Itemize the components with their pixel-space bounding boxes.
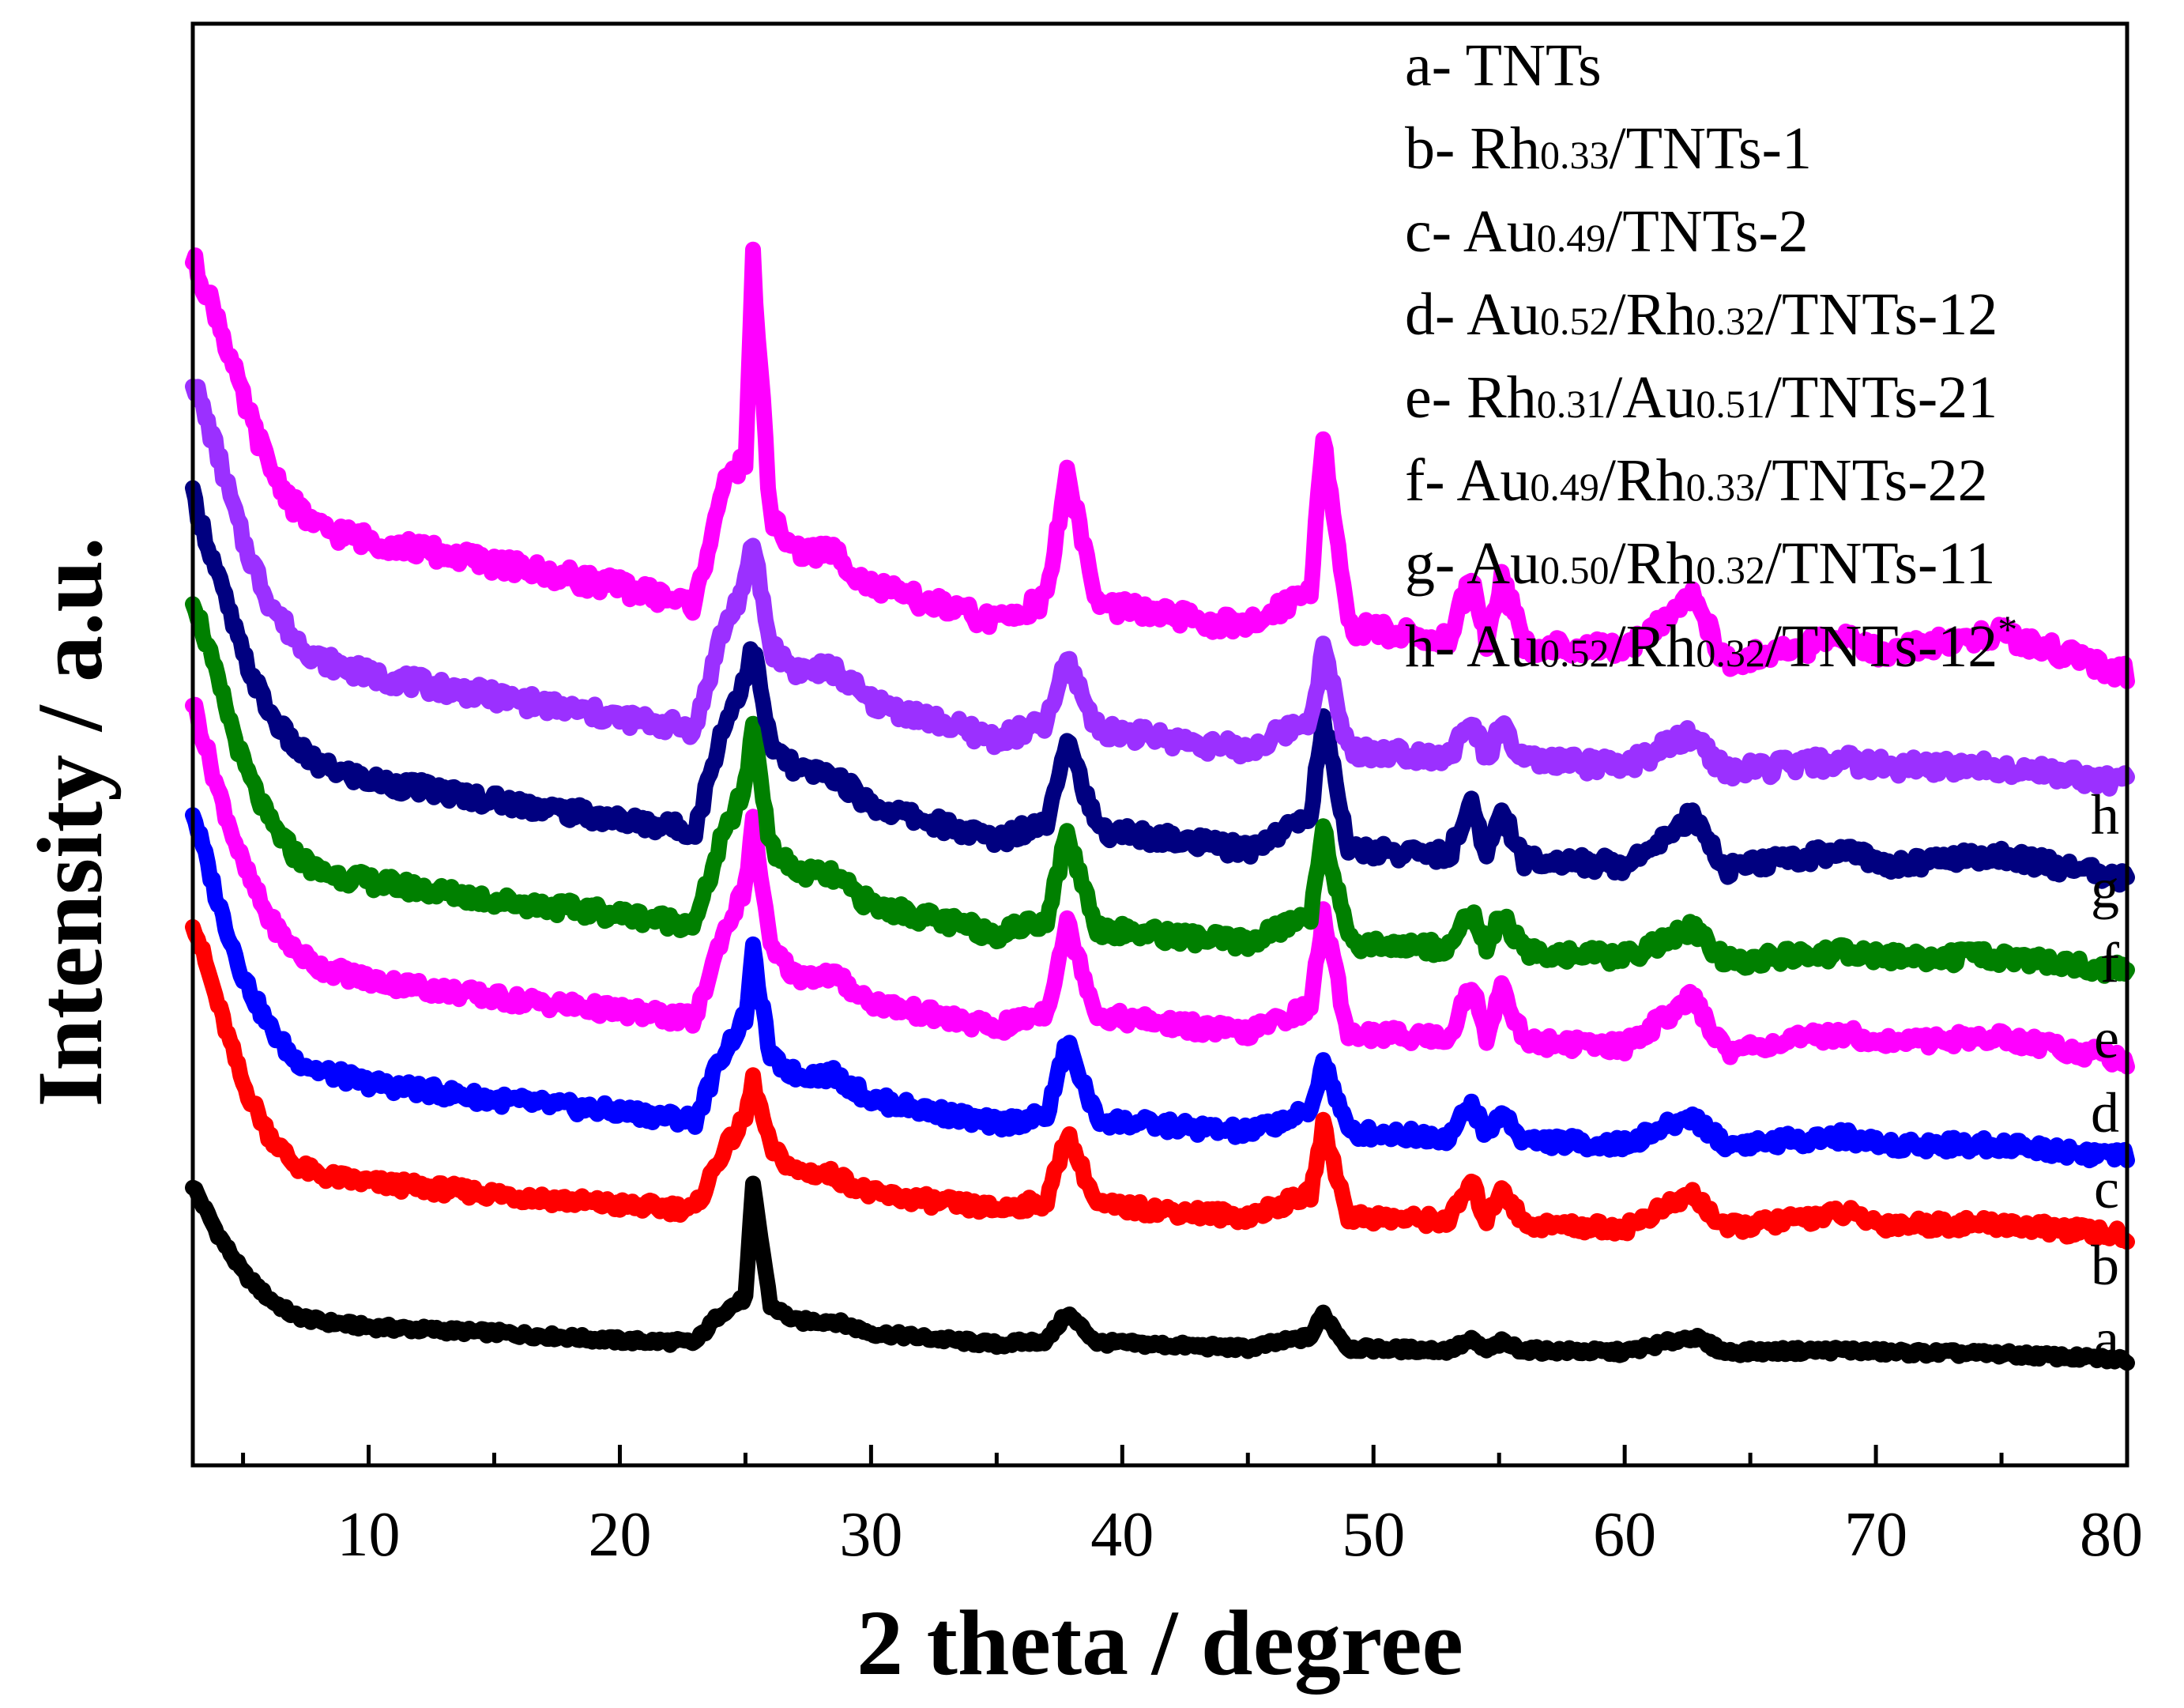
series-line-d <box>185 696 2135 1075</box>
x-tick-label: 50 <box>1342 1500 1405 1570</box>
curve-label-h: h <box>2091 783 2119 846</box>
legend-entry-c: c- Au0.49/TNTs-2 <box>1405 198 1809 265</box>
x-tick-label: 70 <box>1844 1500 1907 1570</box>
legend-entry-a: a- TNTs <box>1405 32 1602 99</box>
series-layer <box>185 241 2135 1371</box>
curve-label-b: b <box>2091 1234 2119 1297</box>
curve-label-a: a <box>2094 1307 2119 1371</box>
series-line-h <box>185 241 2135 689</box>
x-tick-label: 20 <box>588 1500 651 1570</box>
legend: a- TNTs b- Rh0.33/TNTs-1 c- Au0.49/TNTs-2 d… <box>1405 32 2017 680</box>
series-line-f <box>185 480 2135 893</box>
x-tick-label: 10 <box>337 1500 401 1570</box>
series-line-g <box>185 379 2135 797</box>
x-tick-label: 60 <box>1593 1500 1656 1570</box>
plot-frame <box>190 21 2129 1468</box>
curve-label-f: f <box>2100 931 2119 994</box>
legend-entry-g: g- Au0.50/Rh0.32/TNTs-11 <box>1405 530 1995 597</box>
curve-label-g: g <box>2091 857 2119 920</box>
x-tick-label: 40 <box>1090 1500 1154 1570</box>
y-axis-title: Intensity / a.u. <box>18 537 122 1107</box>
legend-entry-d: d- Au0.52/Rh0.32/TNTs-12 <box>1405 281 1998 348</box>
curve-label-c: c <box>2094 1157 2119 1220</box>
series-line-b <box>185 918 2135 1250</box>
x-axis-title: 2 theta / degree <box>857 1591 1463 1695</box>
x-axis-ticks <box>241 1445 2129 1465</box>
legend-entry-h: h- Au0.52/Rh0.32/TNTs-12* <box>1405 607 2017 680</box>
curve-label-d: d <box>2091 1081 2119 1144</box>
legend-entry-b: b- Rh0.33/TNTs-1 <box>1405 115 1812 182</box>
x-axis-tick-labels: 10 20 30 40 50 60 70 80 <box>337 1500 2143 1570</box>
x-tick-label: 30 <box>839 1500 902 1570</box>
legend-entry-f: f- Au0.49/Rh0.33/TNTs-22 <box>1405 447 1988 514</box>
legend-entry-e: e- Rh0.31/Au0.51/TNTs-21 <box>1405 364 1998 431</box>
curve-label-e: e <box>2094 1007 2119 1070</box>
series-line-c <box>185 807 2135 1169</box>
series-line-a <box>185 1175 2135 1371</box>
series-line-e <box>185 596 2135 984</box>
x-tick-label: 80 <box>2080 1500 2143 1570</box>
